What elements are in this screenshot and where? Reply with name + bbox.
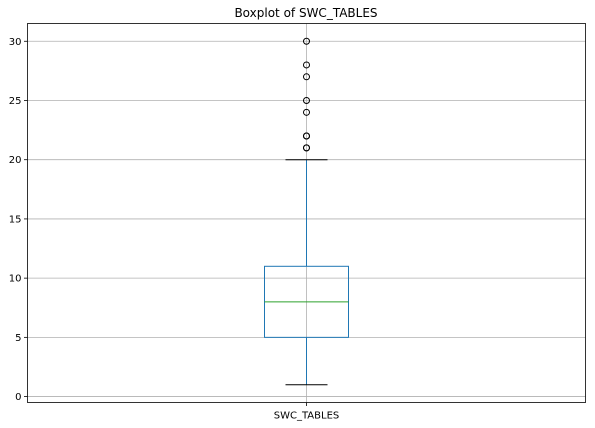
y-tick-label: 5 [15,333,21,344]
y-tick-label: 30 [9,37,22,48]
chart-title: Boxplot of SWC_TABLES [234,6,377,20]
y-tick-label: 0 [15,392,21,403]
y-tick-label: 20 [9,155,22,166]
x-tick-label: SWC_TABLES [274,411,340,422]
y-tick-label: 15 [9,214,22,225]
y-tick-label: 25 [9,96,22,107]
axes-layer: 0 5 10 15 20 25 30 SWC_TABLES [9,24,586,422]
y-tick-label: 10 [9,274,22,285]
